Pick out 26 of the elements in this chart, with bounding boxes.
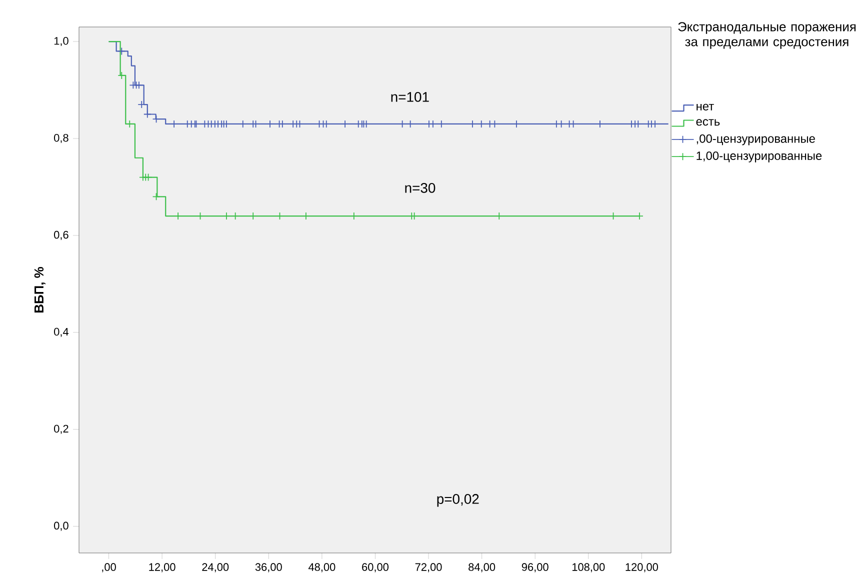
x-tick-label: 72,00 bbox=[415, 563, 442, 572]
annotation: n=30 bbox=[405, 182, 436, 193]
legend-label: ,00-цензурированные bbox=[696, 134, 815, 146]
legend-label: нет bbox=[696, 104, 714, 110]
y-tick-label: 0,2 bbox=[54, 424, 68, 434]
annotation: p=0,02 bbox=[437, 494, 479, 507]
x-tick-label: 12,00 bbox=[149, 563, 176, 572]
x-tick-label: 36,00 bbox=[255, 563, 282, 572]
x-tick-label: 120,00 bbox=[626, 563, 658, 572]
y-tick-label: 0,4 bbox=[54, 328, 68, 337]
annotation: n=101 bbox=[391, 92, 429, 102]
legend-label: 1,00-цензурированные bbox=[696, 152, 822, 162]
x-tick-label: 96,00 bbox=[522, 563, 548, 572]
x-tick-label: 24,00 bbox=[202, 563, 229, 572]
y-axis-title: ВБП, % bbox=[34, 266, 46, 312]
x-tick-label: ,00 bbox=[102, 563, 116, 572]
x-tick-label: 84,00 bbox=[468, 563, 496, 572]
x-tick-label: 60,00 bbox=[362, 563, 389, 572]
legend-title: Экстранодальные поражения за пределами средостения bbox=[678, 22, 856, 49]
x-tick-label: 48,00 bbox=[308, 563, 336, 572]
y-tick-label: 1,0 bbox=[54, 37, 68, 46]
y-tick-label: 0,6 bbox=[54, 230, 68, 240]
y-tick-label: 0,0 bbox=[54, 522, 68, 531]
y-tick-label: 0,8 bbox=[54, 134, 68, 144]
x-tick-label: 108,00 bbox=[572, 563, 605, 572]
legend-label: есть bbox=[696, 119, 720, 126]
